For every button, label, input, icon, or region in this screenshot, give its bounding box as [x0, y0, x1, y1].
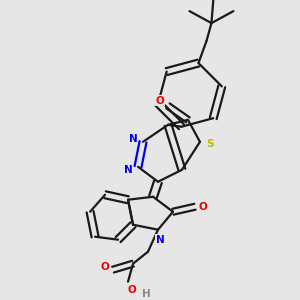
Text: O: O [101, 262, 110, 272]
Text: N: N [124, 165, 132, 175]
Text: N: N [129, 134, 137, 144]
Text: O: O [128, 285, 136, 295]
Text: O: O [156, 96, 164, 106]
Text: H: H [142, 289, 150, 298]
Text: S: S [206, 139, 214, 149]
Text: O: O [199, 202, 207, 212]
Text: N: N [156, 235, 164, 245]
